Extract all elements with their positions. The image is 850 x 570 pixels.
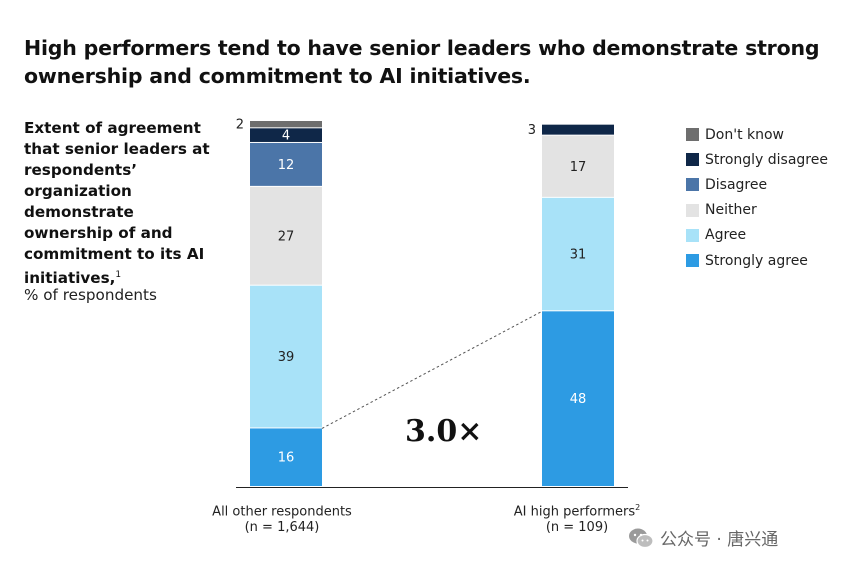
data-label: 4 (282, 129, 290, 144)
watermark: 公众号 · 唐兴通 (628, 525, 778, 550)
bar-segment-strongly-agree (542, 311, 614, 486)
data-label: 2 (236, 118, 244, 133)
legend-item: Don't know (686, 122, 828, 147)
chart-title: High performers tend to have senior lead… (24, 36, 820, 88)
category-sample-size: (n = 109) (545, 520, 609, 536)
legend-item: Strongly disagree (686, 147, 828, 172)
bar-segment-neither (542, 135, 614, 197)
watermark-text: 公众号 · 唐兴通 (660, 530, 779, 550)
axis-title-text: Extent of agreement that senior leaders … (24, 119, 210, 288)
axis-title-footnote: 1 (115, 270, 122, 280)
data-label: 27 (278, 229, 295, 244)
legend-label: Agree (705, 227, 747, 244)
ratio-annotation: 3.0× (405, 414, 483, 449)
data-label: 16 (278, 451, 295, 466)
legend-label: Neither (705, 202, 757, 219)
data-label: 48 (570, 392, 587, 407)
bar-segment-strongly-disagree (250, 128, 322, 142)
legend-swatch (686, 203, 699, 217)
wechat-icon (629, 528, 654, 548)
bar-segment-neither (250, 186, 322, 285)
bar-segment-agree (250, 285, 322, 428)
data-label: 17 (570, 160, 587, 175)
legend-label: Disagree (705, 176, 768, 193)
bar-segment-strongly-agree (250, 428, 322, 486)
bar-segment-agree (542, 197, 614, 311)
legend-item: Disagree (686, 172, 828, 197)
legend-swatch (686, 128, 699, 142)
axis-title: Extent of agreement that senior leaders … (24, 118, 214, 289)
legend-label: Strongly disagree (705, 151, 828, 168)
data-label: 31 (570, 248, 587, 263)
connector-line (321, 310, 543, 429)
legend-label: Strongly agree (705, 252, 808, 269)
category-footnote: 2 (635, 503, 641, 512)
legend-swatch (686, 254, 699, 268)
bar-segment-strongly-disagree (542, 124, 614, 135)
legend-item: Strongly agree (686, 248, 828, 273)
legend-item: Neither (686, 198, 828, 223)
category-name: AI high performers (513, 504, 636, 520)
bar-segment-disagree (250, 142, 322, 186)
legend-item: Agree (686, 223, 828, 248)
legend-swatch (686, 228, 699, 242)
category-sample-size: (n = 1,644) (244, 520, 320, 536)
category-label-all-other: All other respondents (n = 1,644) (182, 500, 382, 536)
data-label: 39 (278, 350, 295, 365)
data-label: 12 (278, 158, 295, 173)
category-label-high-performers: AI high performers2 (n = 109) (477, 500, 677, 536)
legend-swatch (686, 178, 699, 192)
data-label: 3 (528, 123, 536, 138)
legend: Don't know Strongly disagree Disagree Neith… (686, 122, 828, 273)
legend-label: Don't know (705, 126, 785, 143)
axis-unit: % of respondents (24, 286, 157, 304)
category-name: All other respondents (212, 504, 352, 520)
bar-segment-don-t-know (250, 121, 322, 128)
legend-swatch (686, 153, 699, 167)
